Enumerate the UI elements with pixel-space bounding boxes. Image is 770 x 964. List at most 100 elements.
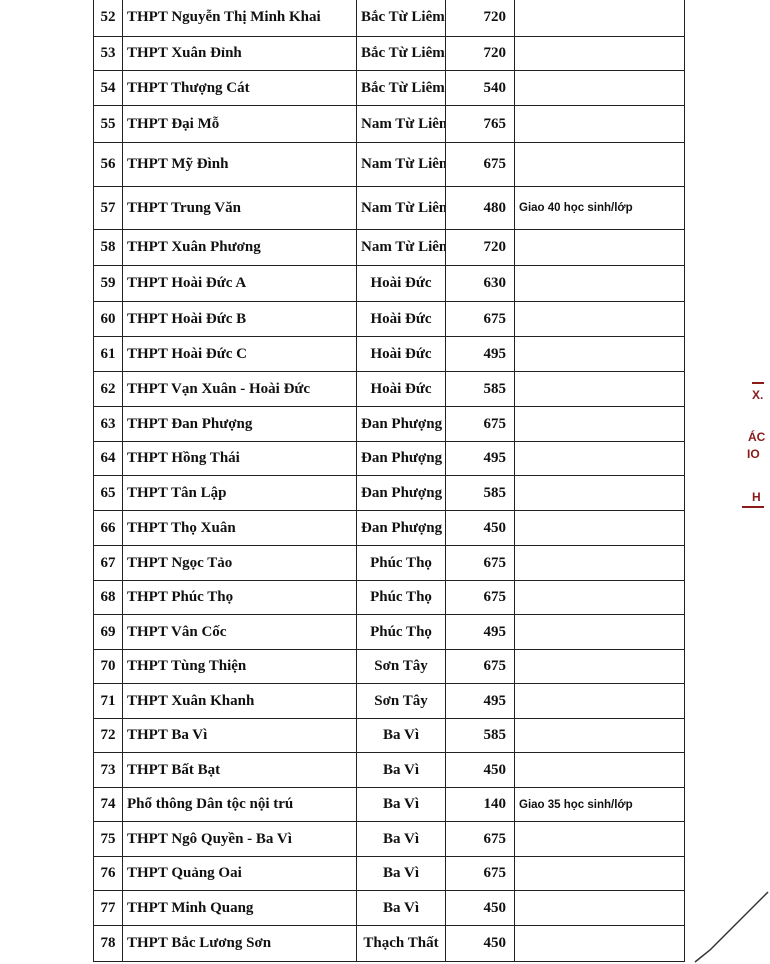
district: Ba Vì (356, 787, 446, 822)
table-row: 64 THPT Hồng Thái Đan Phượng 495 (93, 441, 685, 476)
quota: 450 (445, 752, 515, 788)
quota: 480 (445, 186, 515, 230)
school-name: THPT Đan Phượng (122, 406, 357, 442)
school-name: THPT Đại Mỗ (122, 105, 357, 143)
row-number: 68 (93, 580, 123, 615)
school-name: THPT Thượng Cát (122, 70, 357, 106)
school-name: THPT Hoài Đức B (122, 301, 357, 337)
district: Hoài Đức (356, 265, 446, 302)
school-name: THPT Xuân Phương (122, 229, 357, 266)
note (514, 70, 685, 106)
district: Sơn Tây (356, 649, 446, 684)
row-number: 58 (93, 229, 123, 266)
school-name: THPT Hoài Đức A (122, 265, 357, 302)
school-name: THPT Trung Văn (122, 186, 357, 230)
row-number: 54 (93, 70, 123, 106)
school-name: THPT Ngọc Tảo (122, 545, 357, 581)
district: Đan Phượng (356, 475, 446, 511)
note (514, 510, 685, 546)
row-number: 78 (93, 925, 123, 962)
note (514, 142, 685, 187)
school-name: Phổ thông Dân tộc nội trú (122, 787, 357, 822)
district: Nam Từ Liêm (356, 229, 446, 266)
note (514, 229, 685, 266)
table-row: 57 THPT Trung Văn Nam Từ Liêm 480 Giao 40 họ… (93, 186, 685, 230)
note (514, 371, 685, 407)
note (514, 890, 685, 926)
school-name: THPT Mỹ Đình (122, 142, 357, 187)
signature-stroke (694, 891, 769, 963)
row-number: 66 (93, 510, 123, 546)
district: Bắc Từ Liêm (356, 0, 446, 37)
quota: 675 (445, 580, 515, 615)
district: Ba Vì (356, 890, 446, 926)
school-name: THPT Tùng Thiện (122, 649, 357, 684)
school-name: THPT Bất Bạt (122, 752, 357, 788)
note (514, 683, 685, 719)
district: Hoài Đức (356, 336, 446, 372)
note (514, 265, 685, 302)
table-row: 76 THPT Quảng Oai Ba Vì 675 (93, 856, 685, 891)
quota: 585 (445, 475, 515, 511)
quota: 450 (445, 890, 515, 926)
school-name: THPT Xuân Khanh (122, 683, 357, 719)
district: Bắc Từ Liêm (356, 70, 446, 106)
note (514, 925, 685, 962)
quota: 495 (445, 683, 515, 719)
row-number: 59 (93, 265, 123, 302)
district: Thạch Thất (356, 925, 446, 962)
table-row: 52 THPT Nguyễn Thị Minh Khai Bắc Từ Liêm 72… (93, 0, 685, 37)
quota: 585 (445, 371, 515, 407)
district: Đan Phượng (356, 441, 446, 476)
school-name: THPT Ngô Quyền - Ba Vì (122, 821, 357, 857)
stamp-line (752, 382, 764, 384)
school-name: THPT Bắc Lương Sơn (122, 925, 357, 962)
stamp-fragment: H (752, 490, 761, 504)
table-row: 75 THPT Ngô Quyền - Ba Vì Ba Vì 675 (93, 821, 685, 857)
quota: 675 (445, 856, 515, 891)
row-number: 60 (93, 301, 123, 337)
quota: 675 (445, 545, 515, 581)
note (514, 336, 685, 372)
note: Giao 35 học sinh/lớp (514, 787, 685, 822)
quota: 585 (445, 718, 515, 753)
quota: 675 (445, 821, 515, 857)
row-number: 61 (93, 336, 123, 372)
note (514, 856, 685, 891)
district: Phúc Thọ (356, 580, 446, 615)
row-number: 57 (93, 186, 123, 230)
school-name: THPT Xuân Đỉnh (122, 36, 357, 71)
table-row: 56 THPT Mỹ Đình Nam Từ Liêm 675 (93, 142, 685, 187)
school-name: THPT Quảng Oai (122, 856, 357, 891)
quota: 495 (445, 336, 515, 372)
quota: 630 (445, 265, 515, 302)
row-number: 53 (93, 36, 123, 71)
table-row: 58 THPT Xuân Phương Nam Từ Liêm 720 (93, 229, 685, 266)
district: Đan Phượng (356, 510, 446, 546)
table-row: 67 THPT Ngọc Tảo Phúc Thọ 675 (93, 545, 685, 581)
row-number: 56 (93, 142, 123, 187)
district: Hoài Đức (356, 301, 446, 337)
note (514, 406, 685, 442)
district: Sơn Tây (356, 683, 446, 719)
table-row: 68 THPT Phúc Thọ Phúc Thọ 675 (93, 580, 685, 615)
quota: 540 (445, 70, 515, 106)
school-name: THPT Vạn Xuân - Hoài Đức (122, 371, 357, 407)
school-name: THPT Minh Quang (122, 890, 357, 926)
note (514, 36, 685, 71)
quota: 495 (445, 614, 515, 650)
table-row: 54 THPT Thượng Cát Bắc Từ Liêm 540 (93, 70, 685, 106)
district: Phúc Thọ (356, 545, 446, 581)
table-row: 65 THPT Tân Lập Đan Phượng 585 (93, 475, 685, 511)
quota: 495 (445, 441, 515, 476)
table-row: 70 THPT Tùng Thiện Sơn Tây 675 (93, 649, 685, 684)
note (514, 752, 685, 788)
note (514, 580, 685, 615)
row-number: 62 (93, 371, 123, 407)
table-row: 74 Phổ thông Dân tộc nội trú Ba Vì 140 Giao … (93, 787, 685, 822)
row-number: 69 (93, 614, 123, 650)
table-row: 59 THPT Hoài Đức A Hoài Đức 630 (93, 265, 685, 302)
district: Ba Vì (356, 752, 446, 788)
table-row: 78 THPT Bắc Lương Sơn Thạch Thất 450 (93, 925, 685, 962)
table-row: 77 THPT Minh Quang Ba Vì 450 (93, 890, 685, 926)
